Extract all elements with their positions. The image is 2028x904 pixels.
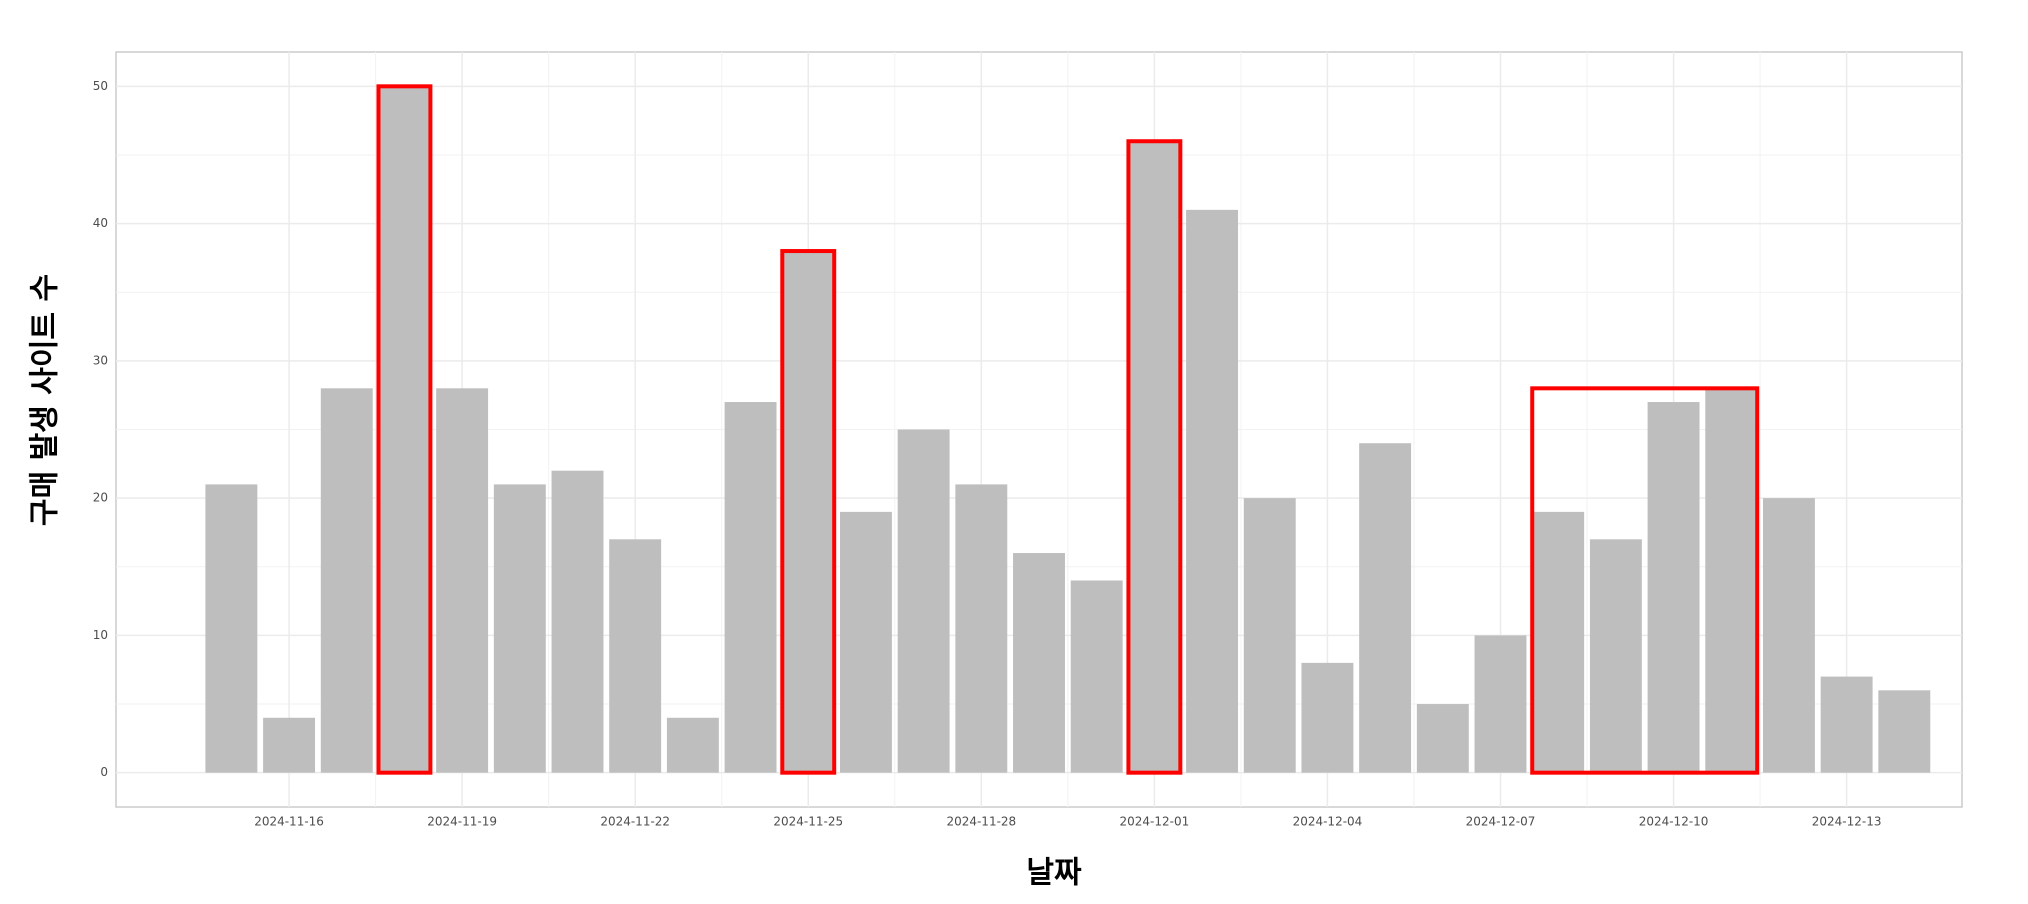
bar [1301, 662, 1354, 773]
x-tick-label: 2024-11-28 [946, 815, 1016, 829]
bar [1243, 498, 1296, 773]
bar [1013, 553, 1065, 773]
bar [263, 717, 316, 773]
bar [551, 470, 604, 773]
bar [493, 484, 546, 773]
bar [1647, 402, 1700, 773]
bar [1532, 511, 1585, 773]
bar [897, 429, 950, 773]
bar [1128, 141, 1181, 773]
highlight-box [1126, 139, 1183, 775]
bar [1589, 539, 1642, 773]
bar [205, 484, 258, 773]
bar [436, 388, 489, 773]
bar [1186, 209, 1239, 773]
bar [839, 511, 892, 773]
x-tick-label: 2024-11-22 [600, 815, 670, 829]
bar [320, 388, 373, 773]
bar [609, 539, 662, 773]
x-tick-label: 2024-11-16 [254, 815, 324, 829]
bar [1878, 690, 1931, 773]
x-axis-title: 날짜 [1026, 856, 1082, 891]
x-tick-label: 2024-11-25 [773, 815, 843, 829]
highlight-box [780, 249, 837, 775]
bar [1474, 635, 1527, 773]
y-tick-label: 0 [100, 765, 108, 779]
x-tick-label: 2024-11-19 [427, 815, 497, 829]
y-axis-title: 구매 발생 사이트 수 [28, 274, 63, 526]
bar [1416, 704, 1469, 773]
bar [378, 86, 431, 773]
x-tick-label: 2024-12-13 [1812, 815, 1882, 829]
bar [782, 251, 835, 773]
highlight-box [376, 84, 433, 775]
x-tick-label: 2024-12-10 [1639, 815, 1709, 829]
bar [955, 484, 1008, 773]
y-tick-label: 50 [93, 79, 108, 93]
y-tick-label: 20 [93, 491, 108, 505]
bar [1070, 580, 1123, 773]
x-tick-label: 2024-12-01 [1120, 815, 1190, 829]
y-tick-label: 40 [93, 216, 108, 230]
bar [724, 402, 777, 773]
bar [1762, 498, 1815, 773]
x-tick-label: 2024-12-07 [1466, 815, 1536, 829]
y-tick-label: 10 [93, 628, 108, 642]
bar [1359, 443, 1412, 773]
y-tick-label: 30 [93, 353, 108, 367]
bar [666, 717, 719, 773]
highlight-box [1530, 386, 1760, 775]
bar [1705, 388, 1758, 773]
x-tick-label: 2024-12-04 [1293, 815, 1363, 829]
bar [1820, 676, 1873, 773]
